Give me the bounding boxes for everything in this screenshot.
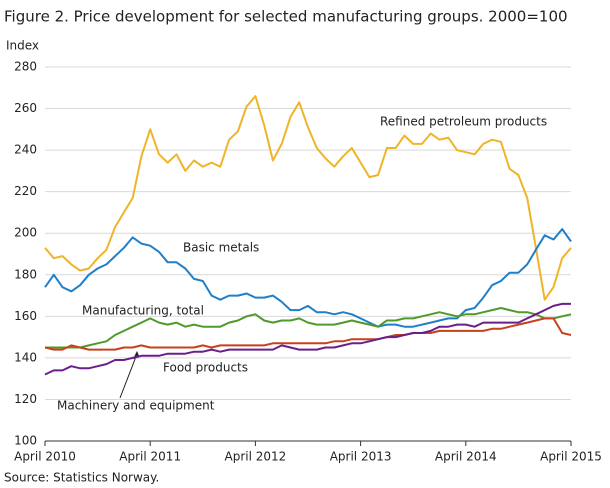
x-tick-label: April 2014 — [435, 450, 497, 464]
y-tick-label: 180 — [14, 267, 37, 281]
y-tick-label: 100 — [14, 434, 37, 448]
source: Source: Statistics Norway. — [4, 471, 159, 485]
series-line — [45, 307, 572, 349]
series-label: Machinery and equipment — [57, 399, 215, 413]
annotation-arrow — [119, 353, 138, 399]
y-tick-label: 240 — [14, 143, 37, 157]
y-tick-label: 260 — [14, 101, 37, 115]
y-tick-label: 220 — [14, 184, 37, 198]
series-label: Manufacturing, total — [82, 304, 204, 318]
series-label: Basic metals — [183, 241, 259, 255]
x-tick-label: April 2013 — [330, 450, 392, 464]
series-line — [44, 317, 572, 351]
y-tick-label: 140 — [14, 350, 37, 364]
x-tick-label: April 2015 — [540, 450, 602, 464]
x-tick-label: April 2012 — [225, 450, 287, 464]
y-tick-label: 160 — [14, 309, 37, 323]
series-line — [44, 95, 572, 301]
y-axis-label: Index — [6, 39, 39, 53]
series-line — [44, 228, 572, 328]
y-tick-label: 280 — [14, 60, 37, 74]
series-label: Refined petroleum products — [380, 115, 547, 129]
x-tick-label: April 2011 — [119, 450, 181, 464]
x-tick-label: April 2010 — [14, 450, 76, 464]
series-line — [44, 302, 571, 376]
y-tick-label: 200 — [14, 226, 37, 240]
chart-title: Figure 2. Price development for selected… — [4, 8, 568, 26]
y-tick-label: 120 — [14, 392, 37, 406]
series-label: Food products — [163, 361, 248, 375]
